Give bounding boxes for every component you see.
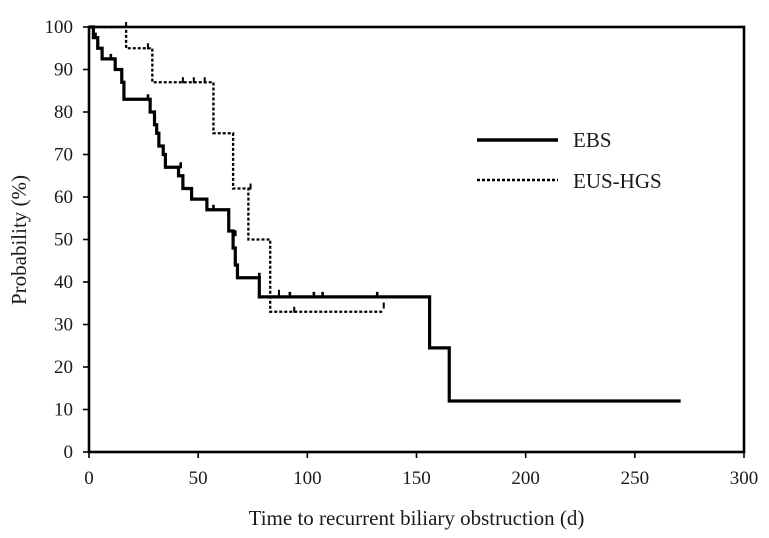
series-line-eus-hgs bbox=[89, 25, 384, 313]
series-eus-hgs bbox=[89, 22, 385, 313]
legend: EBS EUS-HGS bbox=[477, 128, 662, 193]
y-tick-label: 20 bbox=[54, 357, 73, 378]
y-tick-label: 80 bbox=[54, 102, 73, 123]
y-axis-label: Probability (%) bbox=[7, 175, 31, 305]
x-tick-label: 100 bbox=[293, 468, 322, 489]
series-line-ebs bbox=[89, 25, 681, 403]
y-tick-label: 40 bbox=[54, 272, 73, 293]
x-tick-label: 0 bbox=[84, 468, 94, 489]
x-tick-label: 50 bbox=[189, 468, 208, 489]
series-ebs bbox=[89, 25, 681, 403]
x-tick-label: 250 bbox=[621, 468, 650, 489]
x-axis-ticks: 0 50 100 150 200 250 300 bbox=[84, 452, 758, 489]
y-tick-label: 90 bbox=[54, 60, 73, 81]
y-tick-label: 100 bbox=[45, 17, 74, 38]
y-tick-label: 10 bbox=[54, 400, 73, 421]
x-tick-label: 150 bbox=[402, 468, 431, 489]
x-tick-label: 300 bbox=[730, 468, 759, 489]
x-axis-label: Time to recurrent biliary obstruction (d… bbox=[249, 506, 585, 530]
y-tick-label: 30 bbox=[54, 315, 73, 336]
legend-label-eus-hgs: EUS-HGS bbox=[573, 169, 662, 193]
x-tick-label: 200 bbox=[511, 468, 540, 489]
y-tick-label: 0 bbox=[64, 442, 74, 463]
y-tick-label: 60 bbox=[54, 187, 73, 208]
y-tick-label: 50 bbox=[54, 230, 73, 251]
legend-label-ebs: EBS bbox=[573, 128, 612, 152]
y-tick-label: 70 bbox=[54, 145, 73, 166]
series-layer bbox=[89, 22, 681, 403]
y-axis-ticks: 0 10 20 30 40 50 60 70 80 90 100 bbox=[45, 17, 89, 463]
